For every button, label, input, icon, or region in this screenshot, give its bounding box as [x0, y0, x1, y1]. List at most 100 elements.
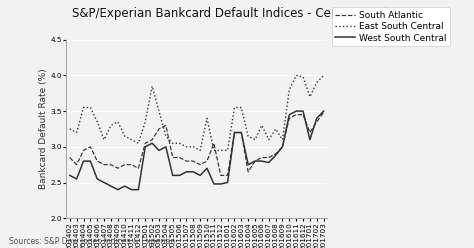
West South Central: [108, 185, 114, 187]
South Atlantic: [197, 163, 203, 166]
Text: Sources: S&P Dow Jones Indices & Experian: Sources: S&P Dow Jones Indices & Experia…: [9, 237, 176, 246]
West South Central: [307, 138, 313, 141]
West South Central: [81, 160, 86, 163]
West South Central: [74, 178, 80, 181]
West South Central: [94, 178, 100, 181]
South Atlantic: [149, 138, 155, 141]
South Atlantic: [218, 174, 224, 177]
East South Central: [211, 149, 217, 152]
West South Central: [280, 145, 285, 148]
South Atlantic: [300, 113, 306, 116]
South Atlantic: [259, 156, 264, 159]
East South Central: [246, 135, 251, 138]
South Atlantic: [170, 156, 175, 159]
East South Central: [293, 74, 299, 77]
East South Central: [232, 106, 237, 109]
East South Central: [94, 120, 100, 123]
West South Central: [300, 110, 306, 113]
West South Central: [232, 131, 237, 134]
East South Central: [314, 81, 319, 84]
South Atlantic: [94, 160, 100, 163]
West South Central: [136, 188, 141, 191]
West South Central: [88, 160, 93, 163]
West South Central: [252, 160, 258, 163]
South Atlantic: [286, 117, 292, 120]
West South Central: [238, 131, 244, 134]
South Atlantic: [88, 145, 93, 148]
East South Central: [280, 138, 285, 141]
South Atlantic: [314, 120, 319, 123]
Y-axis label: Bankcard Default Rate (%): Bankcard Default Rate (%): [39, 69, 48, 189]
South Atlantic: [280, 145, 285, 148]
West South Central: [156, 149, 162, 152]
West South Central: [204, 167, 210, 170]
West South Central: [170, 174, 175, 177]
West South Central: [197, 174, 203, 177]
East South Central: [101, 138, 107, 141]
South Atlantic: [101, 163, 107, 166]
East South Central: [122, 135, 128, 138]
South Atlantic: [108, 163, 114, 166]
East South Central: [321, 74, 327, 77]
East South Central: [88, 106, 93, 109]
South Atlantic: [142, 142, 148, 145]
East South Central: [149, 85, 155, 88]
East South Central: [238, 106, 244, 109]
South Atlantic: [232, 131, 237, 134]
South Atlantic: [266, 156, 272, 159]
West South Central: [321, 110, 327, 113]
East South Central: [204, 117, 210, 120]
Line: West South Central: West South Central: [70, 111, 324, 190]
South Atlantic: [74, 163, 80, 166]
Line: South Atlantic: South Atlantic: [70, 113, 324, 175]
East South Central: [170, 142, 175, 145]
South Atlantic: [81, 149, 86, 152]
Line: East South Central: East South Central: [70, 75, 324, 150]
East South Central: [183, 145, 189, 148]
East South Central: [259, 124, 264, 127]
South Atlantic: [321, 111, 327, 114]
South Atlantic: [128, 163, 135, 166]
East South Central: [142, 120, 148, 123]
East South Central: [300, 75, 306, 78]
West South Central: [293, 110, 299, 113]
West South Central: [314, 117, 319, 120]
West South Central: [218, 183, 224, 186]
South Atlantic: [211, 142, 217, 145]
East South Central: [252, 138, 258, 141]
East South Central: [67, 127, 73, 130]
South Atlantic: [183, 160, 189, 163]
West South Central: [101, 181, 107, 184]
Legend: South Atlantic, East South Central, West South Central: South Atlantic, East South Central, West…: [332, 7, 450, 46]
West South Central: [266, 161, 272, 164]
South Atlantic: [273, 153, 278, 155]
West South Central: [286, 113, 292, 116]
East South Central: [128, 138, 135, 141]
West South Central: [115, 188, 121, 191]
West South Central: [149, 142, 155, 145]
West South Central: [211, 183, 217, 186]
South Atlantic: [115, 167, 121, 170]
West South Central: [177, 174, 182, 177]
West South Central: [273, 154, 278, 157]
West South Central: [225, 181, 230, 184]
East South Central: [74, 131, 80, 134]
East South Central: [81, 106, 86, 109]
West South Central: [259, 160, 264, 163]
East South Central: [266, 138, 272, 141]
South Atlantic: [122, 163, 128, 166]
East South Central: [225, 149, 230, 152]
East South Central: [286, 88, 292, 91]
East South Central: [115, 120, 121, 123]
West South Central: [142, 145, 148, 148]
East South Central: [177, 142, 182, 145]
West South Central: [67, 174, 73, 177]
South Atlantic: [307, 131, 313, 134]
South Atlantic: [293, 113, 299, 116]
East South Central: [136, 142, 141, 145]
South Atlantic: [191, 160, 196, 163]
South Atlantic: [163, 124, 169, 127]
South Atlantic: [204, 160, 210, 163]
East South Central: [156, 110, 162, 113]
South Atlantic: [246, 170, 251, 173]
